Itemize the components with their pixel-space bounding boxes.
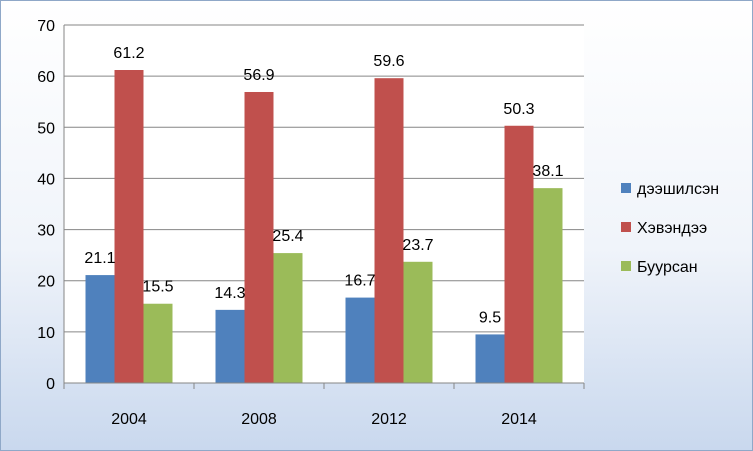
bar-дээшилсэн-2008 [215,309,245,383]
data-label: 23.7 [402,237,433,254]
data-labels: 21.1 14.3 16.7 9.5 61.2 56.9 59.6 50.3 15.5 25.4 2… [84,45,563,326]
x-tick-label: 2014 [501,411,537,428]
bar-дээшилсэн-2012 [345,297,375,383]
y-tick-label: 20 [37,274,55,291]
data-label: 14.3 [214,285,245,302]
bar-Хэвэндээ-2004 [114,70,144,384]
legend-label: Хэвэндээ [637,220,707,237]
x-tick-label: 2008 [241,411,277,428]
data-label: 21.1 [84,250,115,267]
y-tick-label: 40 [37,171,55,188]
y-tick-label: 10 [37,325,55,342]
y-tick-label: 0 [46,376,55,393]
data-label: 25.4 [272,228,303,245]
bar-Буурсан-2004 [143,303,173,383]
x-tick-label: 2012 [371,411,407,428]
y-tick-label: 60 [37,69,55,86]
legend-swatch [621,261,631,271]
bar-Хэвэндээ-2012 [374,78,404,383]
data-label: 50.3 [503,101,534,118]
y-tick-label: 30 [37,223,55,240]
data-label: 38.1 [532,163,563,180]
bar-Буурсан-2014 [533,188,563,383]
legend-swatch [621,183,631,193]
y-axis-ticks: 0 10 20 30 40 50 60 70 [37,18,55,393]
bar-Хэвэндээ-2008 [244,91,274,384]
bar-дээшилсэн-2014 [475,334,505,383]
bar-Буурсан-2008 [273,253,303,383]
x-axis-ticks: 2004 2008 2012 2014 [111,411,537,428]
bars [85,70,563,384]
data-label: 59.6 [373,53,404,70]
legend: дээшилсэн Хэвэндээ Буурсан [621,181,719,276]
x-tick-label: 2004 [111,411,147,428]
data-label: 15.5 [142,279,173,296]
data-label: 9.5 [479,309,501,326]
bar-дээшилсэн-2004 [85,275,115,383]
data-label: 61.2 [113,45,144,62]
bar-Хэвэндээ-2014 [504,125,534,383]
legend-swatch [621,222,631,232]
bar-Буурсан-2012 [403,261,433,383]
data-label: 56.9 [243,67,274,84]
legend-label: дээшилсэн [637,181,719,198]
y-tick-label: 70 [37,18,55,35]
axes [63,25,585,389]
legend-label: Буурсан [637,259,698,276]
data-label: 16.7 [344,273,375,290]
y-tick-label: 50 [37,120,55,137]
